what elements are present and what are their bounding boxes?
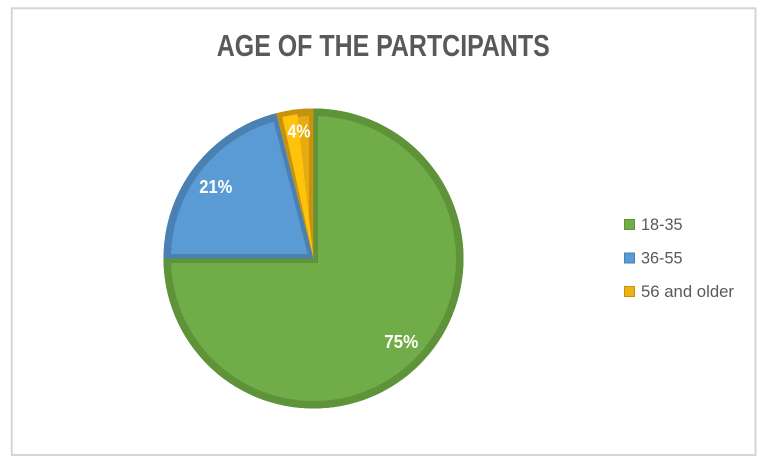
svg-text:75%: 75%: [384, 332, 418, 352]
svg-text:36-55: 36-55: [641, 250, 683, 268]
svg-text:AGE OF THE PARTCIPANTS: AGE OF THE PARTCIPANTS: [217, 28, 550, 63]
svg-text:18-35: 18-35: [641, 216, 683, 234]
svg-text:21%: 21%: [199, 177, 232, 197]
svg-text:4%: 4%: [288, 122, 311, 142]
svg-text:56 and older: 56 and older: [641, 283, 735, 301]
